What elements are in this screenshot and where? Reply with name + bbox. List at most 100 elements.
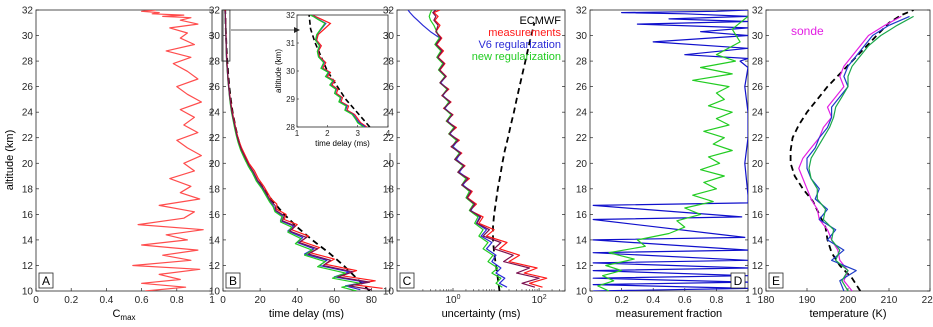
panel-label: D — [734, 274, 743, 288]
x-tick-label: 190 — [799, 295, 816, 306]
y-tick-label: 32 — [383, 6, 395, 17]
x-tick-label: 0.2 — [64, 295, 78, 306]
y-tick-label: 26 — [576, 82, 588, 93]
panel-label: E — [772, 274, 780, 288]
x-tick-label: 60 — [329, 295, 341, 306]
panel-label-box — [768, 272, 784, 289]
y-tick-label: 26 — [209, 82, 221, 93]
y-tick-label: 10 — [209, 287, 221, 298]
panel-label: B — [229, 274, 237, 288]
x-tick-label: 0 — [33, 295, 39, 306]
figure-ylabel: altitude (km) — [4, 130, 16, 191]
y-tick-label: 20 — [576, 159, 588, 170]
inset-x-tick-label: 2 — [325, 129, 330, 138]
y-tick-label: 32 — [209, 6, 221, 17]
y-tick-label: 14 — [209, 235, 221, 246]
x-tick-label: 0.4 — [99, 295, 113, 306]
y-tick-label: 30 — [209, 31, 221, 42]
series-group — [592, 10, 748, 291]
series-line — [224, 11, 372, 291]
inset-x-tick-label: 3 — [355, 129, 360, 138]
y-tick-label: 12 — [22, 261, 34, 272]
y-tick-label: 14 — [576, 235, 588, 246]
y-tick-label: 30 — [752, 31, 764, 42]
x-tick-label: 0.8 — [709, 295, 723, 306]
series-line — [132, 10, 204, 291]
series-line — [492, 22, 536, 291]
series-group — [224, 10, 383, 291]
y-tick-label: 24 — [752, 108, 764, 119]
y-tick-label: 14 — [383, 235, 395, 246]
x-tick-label: 100 — [445, 294, 460, 306]
y-tick-label: 26 — [22, 82, 34, 93]
y-tick-label: 12 — [209, 261, 221, 272]
y-tick-label: 32 — [752, 6, 764, 17]
y-tick-label: 20 — [383, 159, 395, 170]
zoom-box — [221, 9, 231, 62]
x-tick-label: 0 — [587, 295, 593, 306]
legend-entry: sonde — [791, 24, 824, 38]
inset-series-group — [308, 15, 371, 127]
x-tick-label: 0.8 — [170, 295, 184, 306]
inset-x-axis-label: time delay (ms) — [315, 139, 370, 148]
y-tick-label: 28 — [209, 57, 221, 68]
x-axis-label: Cmax — [112, 308, 135, 322]
panel-label: A — [42, 274, 50, 288]
y-tick-label: 32 — [576, 6, 588, 17]
x-axis-label: measurement fraction — [616, 308, 722, 320]
inset-x-tick-label: 1 — [295, 129, 300, 138]
x-tick-label: 210 — [881, 295, 898, 306]
panel-d: 10 12 14 16 18 20 22 24 26 28 30 32 0 0.2 0.4 0.6 0.8 1 me… — [576, 6, 751, 321]
y-tick-label: 24 — [209, 108, 221, 119]
inset-x-tick-label: 4 — [386, 129, 391, 138]
inset-series-line — [308, 15, 371, 127]
x-tick-label: 1 — [209, 295, 215, 306]
x-tick-label: 200 — [840, 295, 857, 306]
y-tick-label: 16 — [752, 210, 764, 221]
y-tick-label: 16 — [383, 210, 395, 221]
inset-y-tick-label: 29 — [286, 95, 295, 104]
y-tick-label: 24 — [576, 108, 588, 119]
y-tick-label: 18 — [752, 184, 764, 195]
y-tick-label: 22 — [22, 133, 34, 144]
inset-y-tick-label: 30 — [286, 67, 295, 76]
y-tick-label: 10 — [383, 287, 395, 298]
series-group — [407, 10, 548, 291]
x-tick-label: 40 — [292, 295, 304, 306]
y-tick-label: 24 — [22, 108, 34, 119]
x-tick-label: 0.4 — [646, 295, 660, 306]
panel-label-box — [38, 272, 54, 289]
x-tick-label: 0.6 — [678, 295, 692, 306]
panel-e: 10 12 14 16 18 20 22 24 26 28 30 32 180 190 200 210 220 t… — [752, 6, 933, 321]
y-tick-label: 12 — [576, 261, 588, 272]
y-tick-label: 10 — [22, 287, 34, 298]
y-tick-label: 10 — [752, 287, 764, 298]
y-tick-label: 18 — [209, 184, 221, 195]
y-tick-label: 22 — [752, 133, 764, 144]
x-tick-label: 0.2 — [615, 295, 629, 306]
series-group — [132, 10, 204, 291]
y-tick-label: 18 — [576, 184, 588, 195]
panel-label: C — [403, 274, 412, 288]
panel-a: 10 12 14 16 18 20 22 24 26 28 30 32 0 0.2 0.4 0.6 0.8 1 Cm… — [22, 6, 215, 323]
inset-plot: 1 2 3 4 28 29 30 31 32 time delay (ms) altitude (k… — [273, 11, 391, 153]
y-tick-label: 28 — [22, 57, 34, 68]
series-line — [597, 15, 748, 291]
x-tick-label: 80 — [366, 295, 378, 306]
legend-entry: measurements — [488, 27, 561, 39]
y-tick-label: 22 — [576, 133, 588, 144]
panel-c: 10 12 14 16 18 20 22 24 26 28 30 32 100 102 uncertaint… — [383, 6, 566, 320]
legend-entry: ECMWF — [519, 15, 561, 27]
panel-label-box — [730, 272, 746, 289]
y-tick-label: 30 — [383, 31, 395, 42]
y-tick-label: 16 — [22, 210, 34, 221]
x-axis-label: temperature (K) — [809, 308, 886, 320]
panel-label-box — [225, 272, 241, 289]
y-tick-label: 32 — [22, 6, 34, 17]
inset-y-axis-label: altitude (km) — [274, 49, 283, 93]
x-axis-label: uncertainty (ms) — [442, 308, 521, 320]
inset-series-line — [311, 15, 368, 127]
y-tick-label: 30 — [22, 31, 34, 42]
